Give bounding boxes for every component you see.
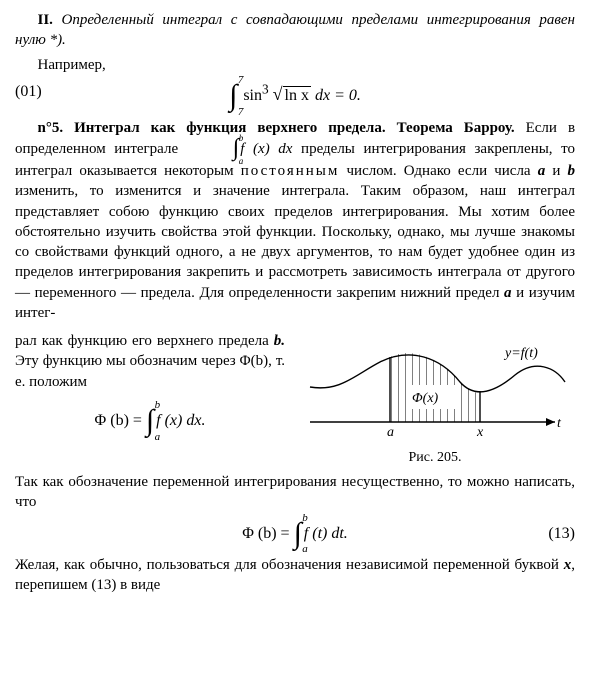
eq-num-13: (13) [548, 523, 575, 545]
eq-13: Φ (b) = b ∫ a f (t) dt. (13) [15, 519, 575, 550]
svg-text:y=f(t): y=f(t) [503, 346, 538, 361]
svg-text:Φ(x): Φ(x) [412, 391, 439, 406]
figure-caption: Рис. 205. [295, 449, 575, 468]
sec5-after2: Желая, как обычно, пользоваться для обоз… [15, 555, 575, 596]
prop-ii: II. Определенный интеграл с совпадающими… [15, 10, 575, 51]
sec5-body-left: рал как функцию его верхнего предела b. … [15, 331, 285, 392]
svg-text:a: a [387, 425, 394, 440]
section-5: n°5. Интеграл как функция верхнего преде… [15, 118, 575, 324]
svg-text:x: x [476, 425, 484, 440]
sec5-after1: Так как обозначение переменной интегриро… [15, 472, 575, 513]
prop-ii-num: II. [38, 12, 53, 28]
svg-text:t: t [557, 416, 562, 431]
sec5-title: Интеграл как функция верхнего предела. Т… [74, 120, 514, 136]
inline-integral: b ∫ a [188, 138, 240, 161]
figure-col: a x t y=f(t) Φ(x) Рис. 205. [295, 327, 575, 468]
left-text-col: рал как функцию его верхнего предела b. … [15, 327, 285, 442]
integral-sign: 7 ∫ 7 [229, 81, 237, 112]
margin-ref: (01) [15, 81, 42, 103]
sec5-label: n°5. [38, 120, 64, 136]
figure-row: рал как функцию его верхнего предела b. … [15, 327, 575, 468]
figure-205: a x t y=f(t) Φ(x) [300, 327, 570, 447]
eq-sin-integral: (01) 7 ∫ 7 sin3 √ln x dx = 0. [15, 81, 575, 112]
example-label: Например, [15, 55, 575, 75]
eq-phi-b-x: Φ (b) = b ∫ a f (x) dx. [15, 406, 285, 437]
prop-ii-text: Определенный интеграл с совпадающими пре… [15, 12, 575, 48]
eq-body: sin3 √ln x dx = 0. [243, 87, 361, 104]
